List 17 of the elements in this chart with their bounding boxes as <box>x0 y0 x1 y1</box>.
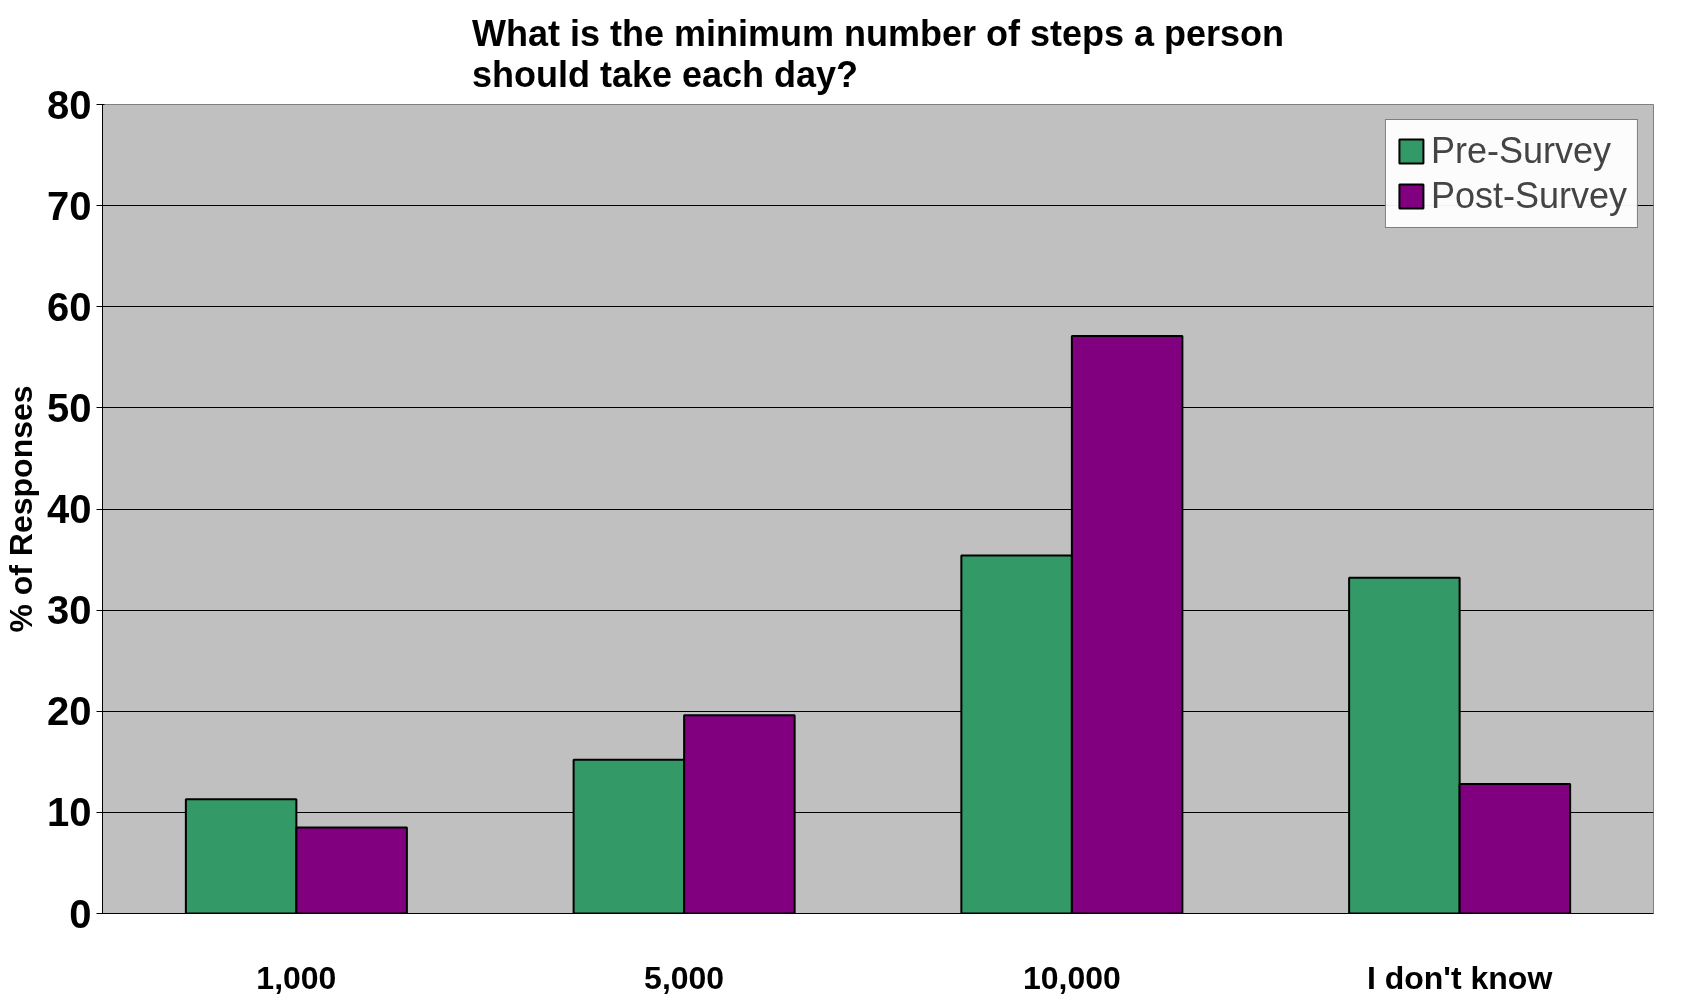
x-tick-label: 1,000 <box>256 959 337 996</box>
y-tick-label: 10 <box>47 790 92 835</box>
y-tick-label: 0 <box>69 891 92 936</box>
x-tick-label: 10,000 <box>1022 959 1121 996</box>
y-axis-title: % of Responses <box>3 385 40 633</box>
y-tick-label: 30 <box>47 588 92 633</box>
y-tick-label: 80 <box>47 82 92 127</box>
y-tick-label: 50 <box>47 385 92 430</box>
legend-label: Pre-Survey <box>1430 130 1611 172</box>
x-tick-label: I don't know <box>1366 959 1553 996</box>
x-tick-label: 5,000 <box>644 959 725 996</box>
y-tick-label: 40 <box>47 487 92 531</box>
chart-title: What is the minimum number of steps a person should take each day? <box>471 12 1285 95</box>
y-tick-label: 70 <box>47 183 92 228</box>
legend-label: Post-Survey <box>1430 175 1627 217</box>
y-tick-label: 20 <box>47 689 92 734</box>
y-tick-label: 60 <box>47 284 92 329</box>
